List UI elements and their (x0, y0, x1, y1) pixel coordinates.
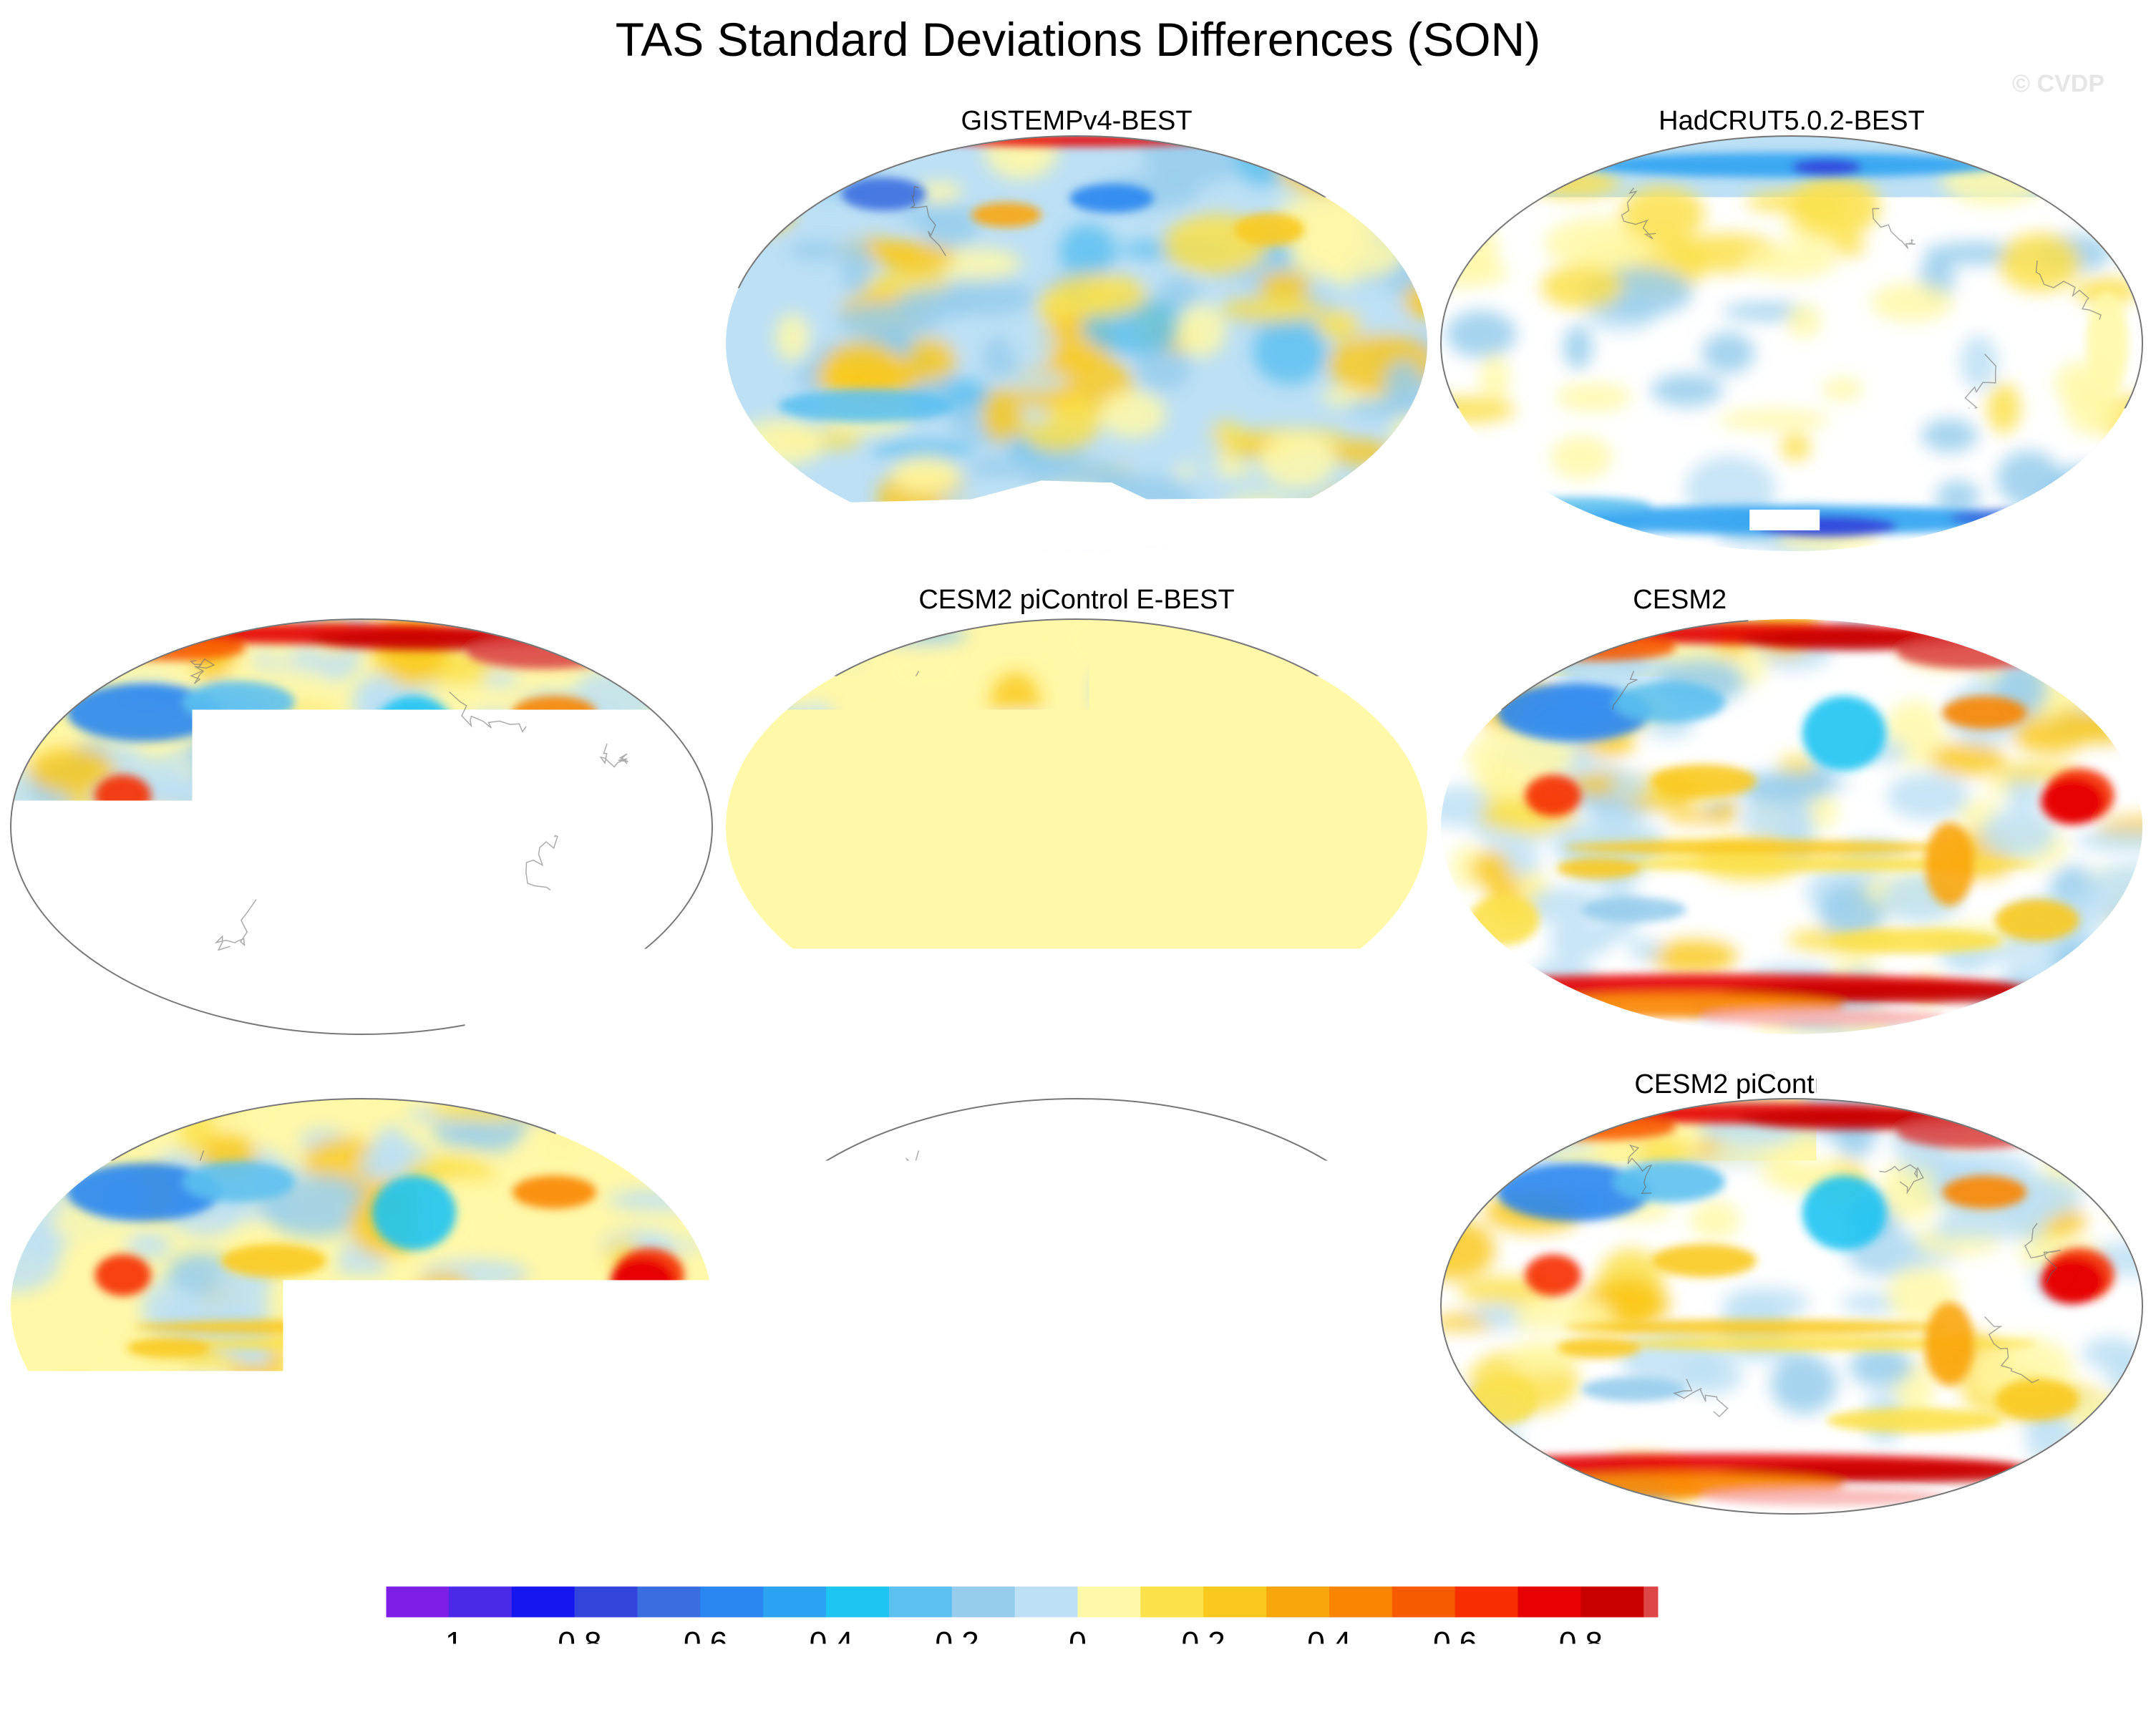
colorbar-swatch (512, 1586, 575, 1618)
colorbar-unit-label: C (1066, 1668, 1091, 1706)
colorbar-swatch (1015, 1586, 1078, 1618)
colorbar-swatch (952, 1586, 1015, 1618)
colorbar-tick-label: 0.8 (1559, 1626, 1603, 1661)
colorbar-tick-label: -0.4 (799, 1626, 853, 1661)
colorbar-swatch (889, 1586, 952, 1618)
colorbar-tick-label: -0.2 (925, 1626, 979, 1661)
colorbar-tick-label: -0.8 (548, 1626, 602, 1661)
panel-title-cesm2d: CESM2 piControl D-BEST (1633, 585, 1950, 615)
panel-title-hadcrut: HadCRUT5.0.2-BEST (1659, 106, 1925, 136)
map-panel-cesm2c: CESM2 piControl C-BEST (0, 1069, 764, 1544)
colorbar-swatch (1203, 1586, 1266, 1618)
cvdp-watermark: © CVDP (2012, 70, 2104, 97)
colorbar-swatch (826, 1586, 889, 1618)
colorbar-tick-label: 0.4 (1307, 1626, 1351, 1661)
colorbar-swatch (763, 1586, 826, 1618)
map-panel-cesm2d: CESM2 piControl D-BEST (1392, 585, 2156, 1064)
colorbar-swatch (1455, 1586, 1518, 1618)
panel-title-cesm2e: CESM2 piControl E-BEST (918, 585, 1234, 615)
colorbar-tick-label: -1 (434, 1626, 462, 1661)
panel-grid: GISTEMPv4-BEST HadCRUT5.0.2-BEST CESM3 B… (0, 106, 2156, 1544)
figure-title: TAS Standard Deviations Differences (SON… (616, 13, 1540, 66)
map-panel-cesm2b: CESM2 piControl B-BEST (677, 1069, 1465, 1534)
colorbar-swatch (1518, 1586, 1581, 1618)
colorbar-swatch (1580, 1586, 1643, 1618)
colorbar-swatch (1392, 1586, 1455, 1618)
colorbar-swatch (1643, 1586, 1706, 1618)
colorbar-tick-label: 0 (1069, 1626, 1086, 1661)
map-panel-cesm2e: CESM2 piControl E-BEST (688, 585, 1481, 1059)
colorbar-swatch (1706, 1586, 1769, 1618)
panel-title-cesm2a: CESM2 piControl A-BEST (1634, 1069, 1948, 1099)
colorbar-tick-label: -0.6 (673, 1626, 727, 1661)
map-panel-gistemp: GISTEMPv4-BEST (709, 106, 1480, 580)
colorbar-swatch (1266, 1586, 1329, 1618)
colorbar-swatch (386, 1586, 449, 1618)
panel-title-gistemp: GISTEMPv4-BEST (961, 106, 1192, 136)
colorbar-tick-label: 1 (1698, 1626, 1715, 1661)
map-panel-cesm3: CESM3 BLT1850 178-BEST (0, 590, 744, 1059)
colorbar-tick-label: 0.2 (1182, 1626, 1225, 1661)
map-panel-cesm2a: CESM2 piControl A-BEST (1393, 1069, 2156, 1540)
colorbar-swatch (637, 1586, 700, 1618)
panel-title-cesm3: CESM3 BLT1850 178-BEST (190, 590, 533, 620)
colorbar-tick-label: 0.6 (1433, 1626, 1477, 1661)
colorbar: -1 -0.8 -0.6 -0.4 -0.2 0 0.2 0.4 0.6 0.8 1 (386, 1586, 1770, 1661)
colorbar-swatch (449, 1586, 512, 1618)
panel-title-cesm2c: CESM2 piControl C-BEST (203, 1069, 520, 1099)
colorbar-swatch (1329, 1586, 1392, 1618)
colorbar-swatch (700, 1586, 763, 1618)
map-panel-hadcrut: HadCRUT5.0.2-BEST (1404, 106, 2148, 579)
colorbar-swatch (1140, 1586, 1203, 1618)
colorbar-swatch (575, 1586, 638, 1618)
panel-title-cesm2b: CESM2 piControl B-BEST (918, 1069, 1234, 1099)
colorbar-swatch (1078, 1586, 1141, 1618)
